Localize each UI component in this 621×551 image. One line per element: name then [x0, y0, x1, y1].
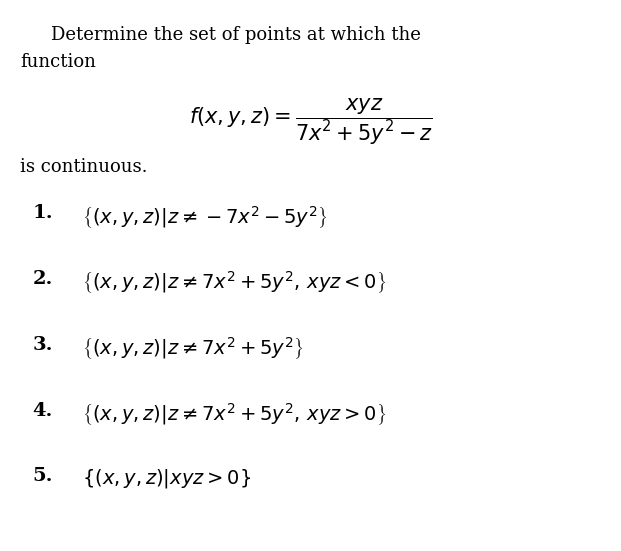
- Text: 1.: 1.: [32, 204, 53, 222]
- Text: is continuous.: is continuous.: [20, 158, 147, 176]
- Text: $\left\{(x, y, z)|z \neq 7x^2 + 5y^2,\, xyz > 0\right\}$: $\left\{(x, y, z)|z \neq 7x^2 + 5y^2,\, …: [82, 402, 386, 428]
- Text: 4.: 4.: [32, 402, 53, 420]
- Text: $f(x, y, z) = \dfrac{xyz}{7x^2 + 5y^2 - z}$: $f(x, y, z) = \dfrac{xyz}{7x^2 + 5y^2 - …: [189, 98, 432, 148]
- Text: $\left\{(x, y, z)|xyz > 0\right\}$: $\left\{(x, y, z)|xyz > 0\right\}$: [82, 467, 251, 490]
- Text: $\left\{(x, y, z)|z \neq 7x^2 + 5y^2,\, xyz < 0\right\}$: $\left\{(x, y, z)|z \neq 7x^2 + 5y^2,\, …: [82, 270, 386, 296]
- Text: function: function: [20, 53, 96, 72]
- Text: $\left\{(x, y, z)|z \neq -7x^2 - 5y^2\right\}$: $\left\{(x, y, z)|z \neq -7x^2 - 5y^2\ri…: [82, 204, 327, 231]
- Text: 5.: 5.: [32, 467, 53, 485]
- Text: 2.: 2.: [32, 270, 53, 288]
- Text: $\left\{(x, y, z)|z \neq 7x^2 + 5y^2\right\}$: $\left\{(x, y, z)|z \neq 7x^2 + 5y^2\rig…: [82, 336, 303, 362]
- Text: 3.: 3.: [32, 336, 53, 354]
- Text: Determine the set of points at which the: Determine the set of points at which the: [51, 26, 420, 44]
